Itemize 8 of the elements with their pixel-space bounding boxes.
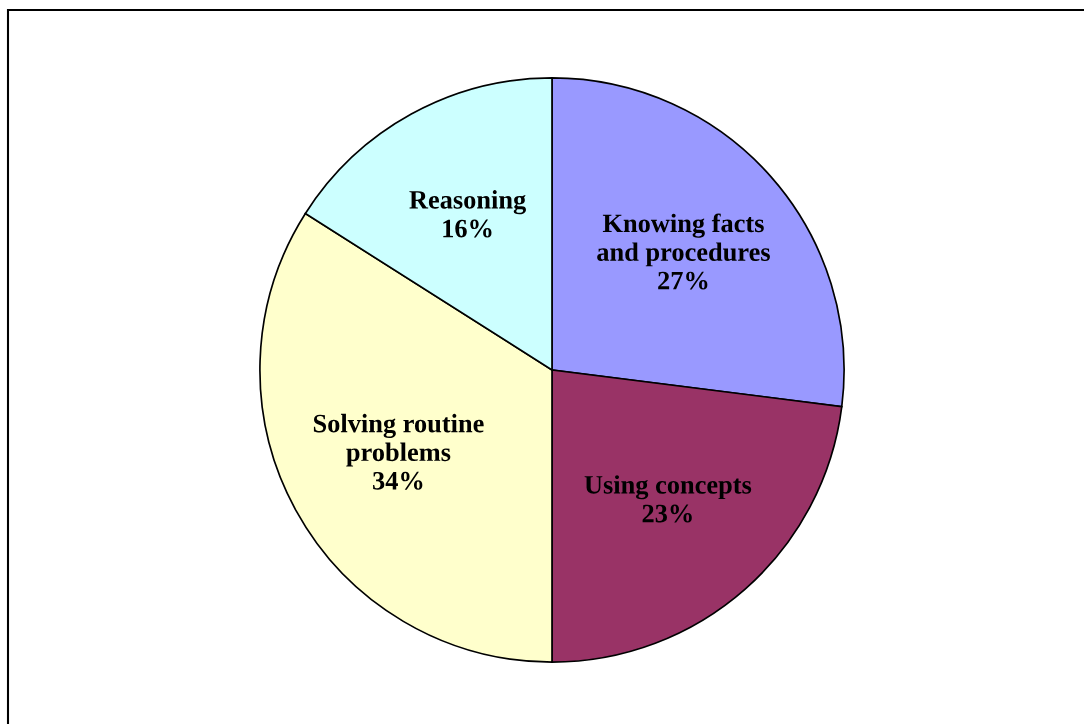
data-label: 16% bbox=[443, 219, 492, 238]
slice-label: Knowing facts and procedures bbox=[597, 213, 770, 267]
slice-label: Reasoning bbox=[409, 190, 526, 215]
slice-label: Using concepts bbox=[584, 475, 752, 500]
data-label: 34% bbox=[373, 471, 423, 490]
data-label: 23% bbox=[642, 504, 692, 523]
data-label: 27% bbox=[658, 271, 708, 290]
slice-label: Solving routine problems bbox=[313, 413, 484, 467]
